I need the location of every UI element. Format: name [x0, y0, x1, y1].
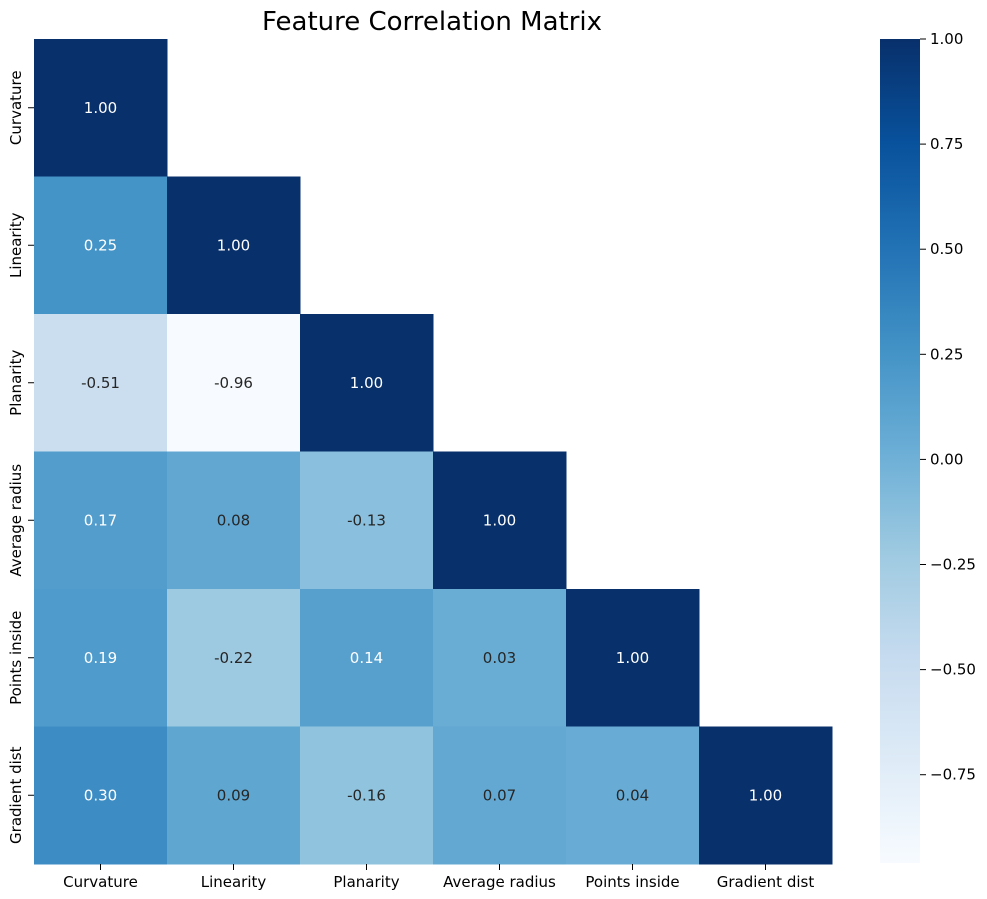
colorbar-gradient	[880, 39, 920, 863]
heatmap-cell	[167, 314, 301, 452]
heatmap-cell	[34, 451, 168, 590]
cell-value-label: -0.96	[214, 374, 253, 392]
x-tick-label: Curvature	[63, 873, 138, 891]
x-tick-label: Average radius	[443, 873, 556, 891]
colorbar-tick-label: 0.50	[930, 240, 963, 258]
y-axis: Curvature Linearity Planarity Average radiu…	[7, 70, 34, 844]
x-tick-label: Linearity	[201, 873, 267, 891]
heatmap-cell	[300, 589, 434, 727]
heatmap-cell	[34, 176, 168, 315]
heatmap-cell	[699, 726, 833, 865]
cell-value-label: 0.25	[84, 236, 117, 254]
cell-value-label: 1.00	[483, 511, 516, 529]
x-axis: Curvature Linearity Planarity Average radiu…	[63, 864, 814, 891]
heatmap-cell	[167, 176, 301, 315]
colorbar-tick-label: 1.00	[930, 30, 963, 48]
colorbar: 1.00 0.75 0.50 0.25 0.00 −0.25 −0.50 −0.75	[880, 30, 976, 863]
y-tick-label: Planarity	[7, 350, 25, 416]
heatmap-cells	[34, 39, 833, 865]
cell-value-label: -0.22	[214, 649, 253, 667]
cell-value-label: 0.30	[84, 786, 117, 804]
y-tick-label: Curvature	[7, 70, 25, 145]
cell-value-label: 0.14	[350, 649, 383, 667]
cell-value-label: 1.00	[217, 236, 250, 254]
cell-value-label: 1.00	[350, 374, 383, 392]
cell-value-label: 1.00	[749, 786, 782, 804]
cell-value-label: -0.13	[347, 511, 386, 529]
x-tick-label: Gradient dist	[717, 873, 815, 891]
colorbar-tick-label: 0.25	[930, 345, 963, 363]
heatmap-cell	[167, 589, 301, 727]
colorbar-tick-label: −0.25	[930, 556, 976, 574]
heatmap-cell	[167, 726, 301, 865]
y-tick-label: Average radius	[7, 464, 25, 577]
cell-value-label: 0.04	[616, 786, 649, 804]
cell-value-label: 0.07	[483, 786, 516, 804]
colorbar-tick-label: −0.50	[930, 661, 976, 679]
heatmap-cell	[34, 726, 168, 865]
heatmap-cell	[34, 314, 168, 452]
colorbar-tick-label: −0.75	[930, 766, 976, 784]
heatmap-cell	[566, 589, 700, 727]
heatmap-cell	[300, 726, 434, 865]
cell-value-label: -0.51	[81, 374, 120, 392]
heatmap-cell	[167, 451, 301, 590]
heatmap-cell	[433, 451, 567, 590]
cell-value-label: 0.03	[483, 649, 516, 667]
cell-value-label: 1.00	[84, 99, 117, 117]
chart-title: Feature Correlation Matrix	[262, 7, 602, 37]
heatmap-cell	[433, 726, 567, 865]
heatmap-cell-labels: 1.00 0.25 1.00 -0.51 -0.96 1.00 0.17 0.08 -0.13 1…	[81, 99, 782, 805]
cell-value-label: 1.00	[616, 649, 649, 667]
cell-value-label: 0.09	[217, 786, 250, 804]
heatmap-cell	[300, 451, 434, 590]
colorbar-tick-label: 0.75	[930, 135, 963, 153]
cell-value-label: 0.17	[84, 511, 117, 529]
x-tick-label: Planarity	[333, 873, 399, 891]
heatmap-cell	[34, 39, 168, 177]
colorbar-tick-label: 0.00	[930, 450, 963, 468]
cell-value-label: 0.19	[84, 649, 117, 667]
y-tick-label: Points inside	[7, 611, 25, 705]
heatmap-cell	[34, 589, 168, 727]
cell-value-label: 0.08	[217, 511, 250, 529]
y-tick-label: Linearity	[7, 212, 25, 278]
cell-value-label: -0.16	[347, 786, 386, 804]
x-tick-label: Points inside	[585, 873, 679, 891]
heatmap-cell	[566, 726, 700, 865]
heatmap-cell	[433, 589, 567, 727]
heatmap-cell	[300, 314, 434, 452]
y-tick-label: Gradient dist	[7, 746, 25, 844]
